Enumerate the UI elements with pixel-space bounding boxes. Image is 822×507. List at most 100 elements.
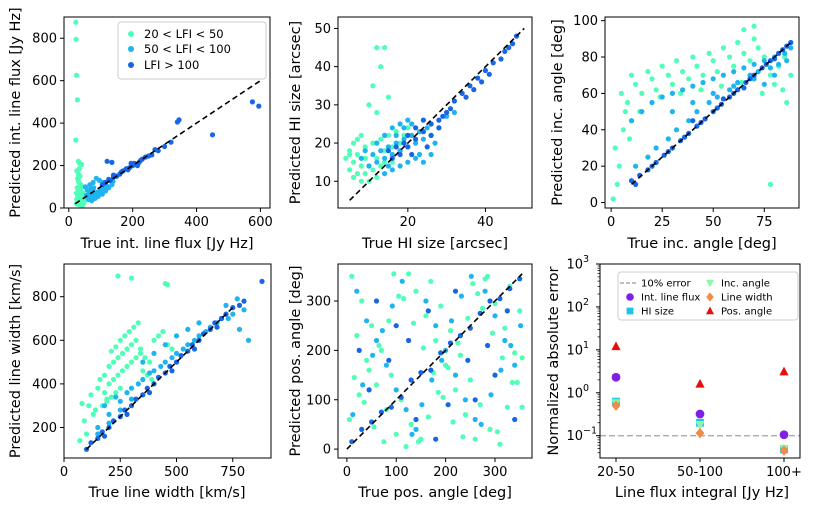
data-point [378,148,384,154]
data-point [119,368,126,374]
data-point [101,390,108,396]
data-point [420,136,426,142]
series-line_width [611,400,789,456]
data-point [610,196,616,202]
data-point [76,166,82,172]
data-point [706,50,712,57]
data-point [751,23,757,29]
data-point [389,125,395,131]
data-point [347,167,353,173]
data-point [690,54,696,60]
data-point [225,315,231,322]
data-point [445,402,451,408]
data-point [463,94,469,100]
data-point [401,125,407,131]
data-point [665,72,671,78]
data-point [388,404,394,410]
y-tick-exponent: 0 [583,383,589,394]
data-point [720,45,727,51]
data-point [401,136,407,142]
y-axis-label: Predicted line width [km/s] [8,264,24,458]
y-tick-label: 200 [32,159,57,174]
data-point [479,79,485,85]
data-point [350,140,357,146]
data-point [382,155,388,161]
data-point [514,379,520,386]
data-point [151,350,157,356]
series-high [83,278,265,452]
data-point [366,163,372,169]
data-point [155,333,162,339]
data-point [509,379,515,386]
data-point [741,50,747,57]
data-point [185,326,191,332]
data-point [108,348,114,354]
data-point [95,424,101,431]
data-point [720,96,727,102]
y-tick-label: 0 [323,443,331,458]
data-point [358,132,364,138]
data-point [191,337,198,343]
x-axis-label: True HI size [arcsec] [361,236,508,252]
data-point [444,109,450,116]
data-point [433,323,439,329]
data-point [488,392,494,398]
data-point [425,308,431,314]
data-point [433,436,439,442]
one-to-one-line [631,41,792,185]
data-point [104,158,110,164]
data-point [433,337,439,344]
data-point [472,416,478,423]
data-point [102,179,109,186]
data-point [393,140,399,146]
data-point [95,431,101,437]
data-point [389,151,395,158]
data-point [396,293,402,299]
data-point [370,140,376,146]
data-point [420,129,426,135]
y-tick-exponent: 1 [583,340,589,351]
marker-circle [611,372,621,382]
y-tick-label: 20 [581,160,598,175]
data-point [751,36,757,42]
data-point [354,333,360,339]
data-point [162,342,168,348]
data-point [731,69,737,75]
data-point [659,63,665,69]
marker-triangle-up [611,341,621,351]
data-point [160,329,166,335]
data-point [415,439,422,445]
data-point [359,298,365,304]
series-int_flux [611,372,789,440]
series-low [73,19,88,208]
marker-diamond [706,292,714,302]
data-point [366,387,372,393]
legend-marker-mid [128,46,134,52]
data-point [350,174,357,180]
data-point [196,320,202,326]
data-point [151,337,157,343]
data-point [452,387,459,393]
data-point [698,87,704,93]
data-point [140,368,146,374]
data-point [122,333,128,339]
data-point [771,72,778,78]
data-point [462,397,468,403]
data-point [436,117,442,123]
data-point [413,155,419,161]
data-point [517,276,523,282]
data-point [767,181,774,187]
data-point [720,72,727,78]
data-point [361,399,367,405]
data-point [478,421,484,427]
data-point [366,102,372,108]
data-point [102,188,109,194]
data-point [784,58,790,64]
data-point [741,65,747,71]
y-tick-label: 10 [566,429,583,444]
data-point [423,298,429,304]
data-point [126,329,132,335]
data-point [710,76,716,82]
data-point [639,90,645,96]
